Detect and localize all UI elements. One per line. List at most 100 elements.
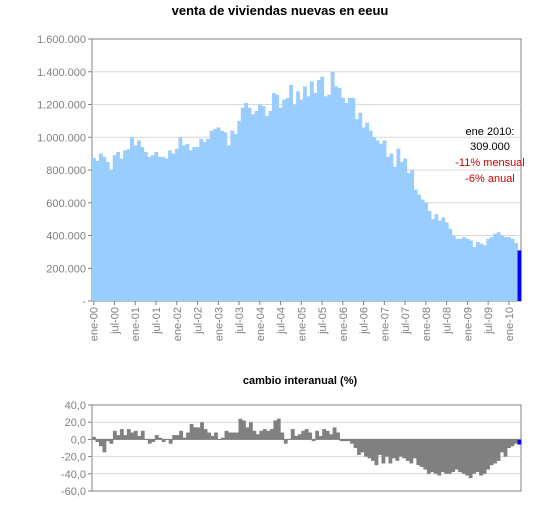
bottom-bar [402, 439, 407, 459]
bottom-bar [412, 439, 417, 459]
main-x-tick-label: ene-00 [89, 307, 101, 341]
bottom-bar [130, 432, 135, 440]
main-bar [157, 156, 162, 301]
main-bar [251, 114, 255, 301]
main-bar [275, 94, 280, 302]
main-bar [309, 81, 314, 301]
main-x-tick-label: jul-00 [109, 307, 121, 335]
main-y-tick-label: 600.000 [46, 198, 86, 210]
bottom-bar [252, 430, 257, 440]
main-bar [503, 237, 508, 301]
main-bar [136, 140, 141, 301]
main-bar [410, 170, 415, 301]
bottom-bar [210, 435, 215, 440]
main-x-tick-label: jul-03 [234, 307, 246, 335]
main-bar [102, 156, 107, 301]
bottom-bar [322, 429, 327, 440]
bottom-bar [371, 439, 375, 461]
main-bar [268, 111, 273, 301]
main-y-tick-label: 400.000 [46, 231, 86, 243]
main-bar [264, 115, 269, 302]
bottom-bar [384, 439, 389, 457]
main-y-tick-label: 1.400.000 [37, 67, 86, 79]
bottom-bar [154, 435, 159, 440]
main-x-tick-label: ene-01 [130, 307, 142, 341]
bottom-bar [350, 439, 354, 444]
main-bar [462, 237, 466, 301]
bottom-y-tick-label: -20,0 [61, 452, 86, 464]
main-x-tick-label: ene-08 [421, 307, 433, 341]
bottom-bar [290, 429, 295, 440]
bottom-bar [486, 439, 490, 470]
main-bar [140, 147, 145, 301]
main-bar [434, 214, 439, 301]
bottom-bar [228, 432, 232, 440]
bottom-bar [140, 430, 145, 440]
main-y-tick-label: 200.000 [46, 263, 86, 275]
main-bar [240, 107, 245, 302]
main-bar [341, 97, 345, 301]
bottom-bar [294, 435, 299, 440]
bottom-bar [276, 418, 281, 440]
bottom-bar [458, 439, 463, 473]
main-bar [358, 112, 363, 301]
main-bar [406, 173, 411, 301]
bottom-bar [440, 439, 445, 473]
bottom-bar [92, 436, 96, 440]
bottom-bar [451, 439, 456, 473]
main-bar [396, 148, 401, 301]
main-bar [168, 150, 172, 301]
main-bar [109, 169, 114, 301]
main-bar [493, 233, 498, 301]
main-bar [392, 166, 397, 301]
bottom-bar [367, 439, 372, 459]
main-bar [271, 93, 276, 301]
main-bar [479, 243, 484, 301]
main-bar [417, 194, 422, 301]
main-bar [496, 232, 501, 301]
main-bar [444, 222, 449, 301]
main-bar [206, 138, 210, 301]
main-bar [303, 86, 307, 302]
main-bar [133, 145, 138, 301]
main-chart-plot: - 200.000 400.000 600.000 800.000 1.000.000 1.… [37, 34, 522, 341]
bottom-bar [238, 418, 243, 440]
bottom-bar [447, 439, 452, 474]
bottom-bar [454, 439, 459, 470]
main-y-tick-label: 800.000 [46, 165, 86, 177]
bottom-bar [409, 439, 414, 464]
main-bar [354, 119, 359, 302]
bottom-bar [200, 422, 204, 440]
bottom-bar [189, 423, 194, 440]
bottom-bar [311, 439, 316, 442]
main-bar [247, 107, 252, 302]
bottom-bar [444, 439, 449, 474]
main-bar [455, 238, 460, 301]
main-x-tick-label: ene-04 [255, 307, 267, 341]
bottom-bar [147, 439, 152, 444]
main-x-tick-label: jul-06 [359, 307, 371, 335]
main-bar [486, 238, 491, 301]
bottom-bar [151, 439, 156, 442]
main-bar [469, 240, 473, 301]
bottom-bar [500, 439, 504, 453]
main-bar [185, 143, 190, 301]
bottom-bar [133, 430, 138, 440]
bottom-y-tick-label: -40,0 [61, 469, 86, 481]
main-bar [313, 93, 318, 301]
bottom-y-tick-label: 20,0 [65, 417, 86, 429]
main-bar-highlight [517, 250, 522, 301]
annotation-monthly-change: -11% mensual [455, 157, 525, 169]
bottom-bar [395, 439, 400, 461]
main-bar [161, 156, 165, 301]
main-bar [413, 189, 418, 301]
main-bar [119, 158, 124, 301]
bottom-bar [360, 439, 365, 453]
bottom-bar [339, 439, 344, 442]
bottom-bar [318, 435, 323, 440]
main-y-tick-label: - [82, 296, 86, 308]
bottom-bar [245, 427, 250, 440]
bottom-bar [168, 439, 173, 444]
bottom-bar [182, 437, 187, 440]
main-bar [230, 130, 235, 301]
